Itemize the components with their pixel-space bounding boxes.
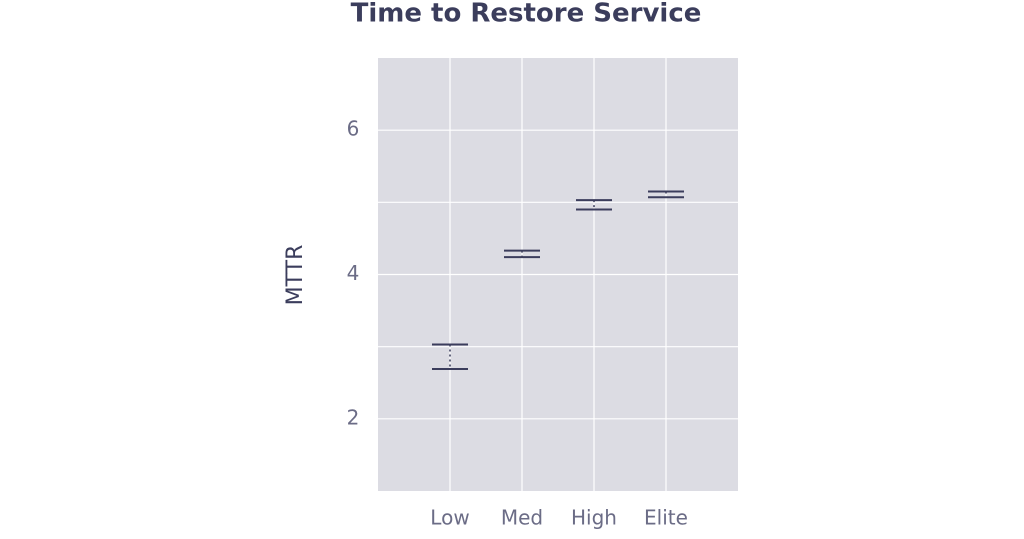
y-tick-label: 4 bbox=[347, 261, 360, 285]
y-axis-label: MTTR bbox=[283, 245, 308, 306]
y-tick-label: 2 bbox=[347, 405, 360, 429]
x-tick-label: High bbox=[571, 506, 617, 530]
x-tick-label: Low bbox=[430, 506, 469, 530]
x-tick-label: Elite bbox=[644, 506, 688, 530]
x-tick-label: Med bbox=[501, 506, 543, 530]
y-tick-label: 6 bbox=[347, 117, 360, 141]
chart-title: Time to Restore Service bbox=[351, 0, 702, 29]
